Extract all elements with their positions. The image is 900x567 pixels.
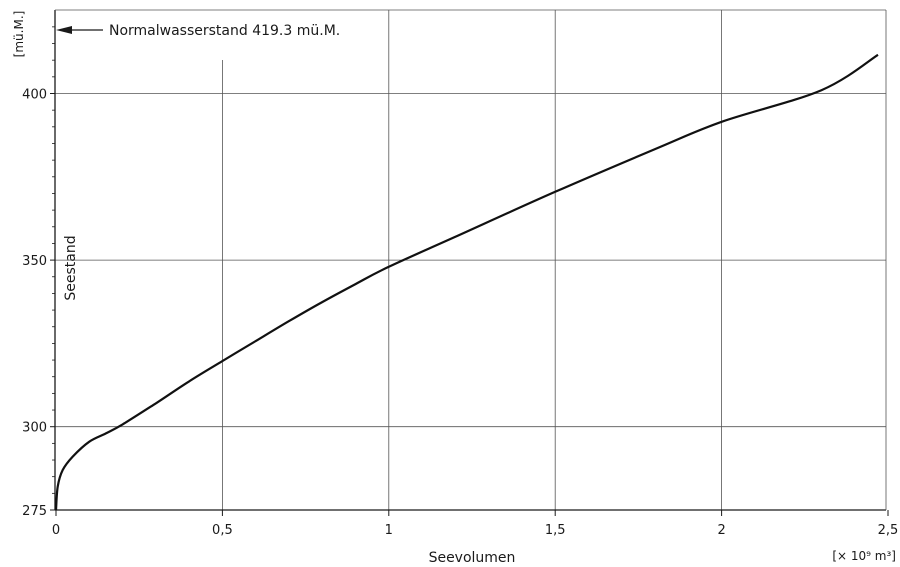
x-tick-label-0: 0 [52, 523, 60, 538]
y-axis-title: Seestand [63, 235, 79, 300]
volume-level-curve-0 [54, 53, 879, 511]
y-tick-label-1: 300 [22, 421, 47, 436]
y-tick-label-3: 400 [22, 88, 47, 103]
x-tick-label-3: 1,5 [545, 523, 566, 538]
annotation-arrow-head [56, 26, 72, 34]
x-axis-unit: [× 10⁹ m³] [832, 549, 896, 563]
grid-lines [55, 10, 886, 510]
tick-labels: 0 0,5 1 1,5 2 2,5 275 300 350 400 [22, 88, 898, 539]
axis-ticks [50, 26, 889, 516]
x-tick-label-4: 2 [717, 523, 725, 538]
normal-water-level-annotation: Normalwasserstand 419.3 mü.M. [109, 23, 340, 39]
plot-frame [54, 9, 887, 511]
y-tick-label-2: 350 [22, 254, 47, 269]
x-axis-title: Seevolumen [429, 550, 516, 566]
x-tick-label-5: 2,5 [878, 523, 899, 538]
x-tick-label-2: 1 [385, 523, 393, 538]
y-tick-label-0: 275 [22, 504, 47, 519]
curve-layer [54, 53, 879, 511]
annotation-layer: Normalwasserstand 419.3 mü.M. [56, 23, 340, 39]
y-axis-unit: [mü.M.] [12, 11, 26, 58]
x-tick-label-1: 0,5 [212, 523, 233, 538]
